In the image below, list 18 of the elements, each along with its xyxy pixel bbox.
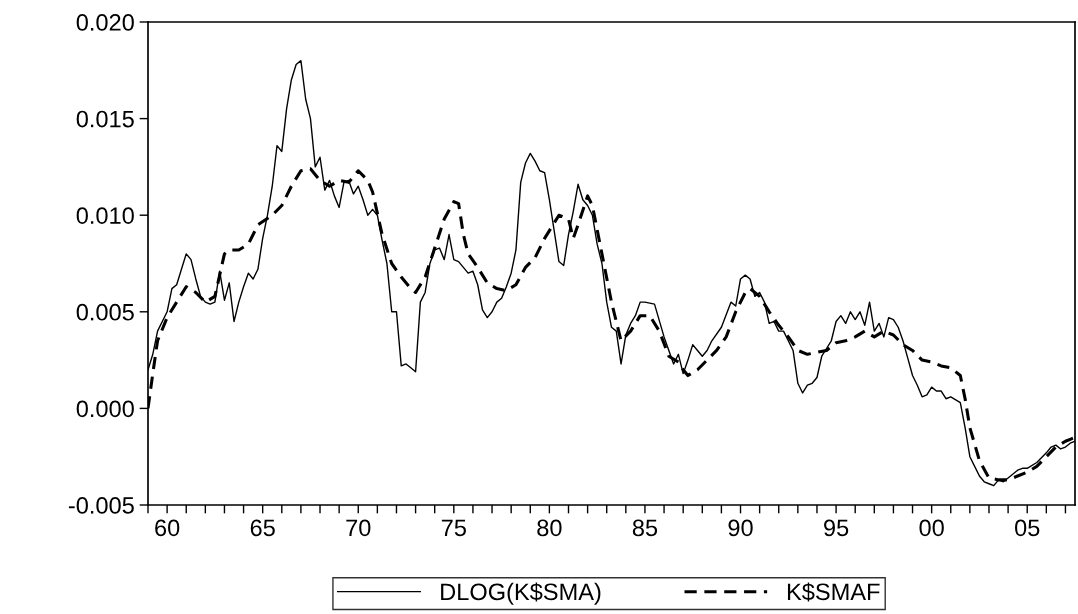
legend-label: K$SMAF — [787, 582, 880, 602]
y-tick-label: 0.005 — [76, 303, 134, 321]
x-tick-label: 75 — [441, 519, 466, 537]
x-tick-label: 85 — [632, 519, 658, 537]
x-tick-label: 95 — [824, 519, 849, 537]
x-tick-label: 80 — [537, 519, 562, 537]
x-tick-label: 90 — [728, 519, 753, 537]
y-tick-label: 0.010 — [76, 207, 134, 224]
x-tick-label: 05 — [1015, 519, 1040, 537]
x-tick-label: 60 — [155, 519, 180, 537]
x-tick-label: 70 — [346, 519, 371, 537]
y-tick-label: -0.005 — [68, 497, 134, 514]
x-tick-label: 00 — [919, 519, 944, 537]
x-tick-label: 65 — [250, 519, 275, 537]
y-tick-label: 0.020 — [76, 14, 134, 31]
y-tick-label: 0.000 — [76, 400, 134, 418]
y-tick-label: 0.015 — [76, 110, 134, 128]
legend-label: DLOG(K$SMA) — [441, 582, 601, 605]
